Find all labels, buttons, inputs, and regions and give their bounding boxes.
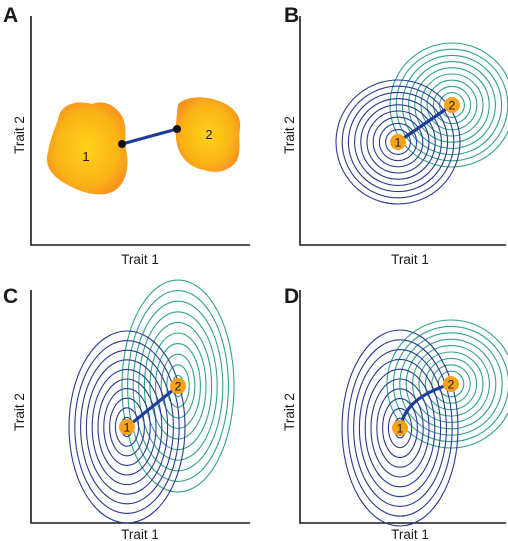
x-axis-label-a: Trait 1 bbox=[121, 252, 159, 267]
panel-letter-a: A bbox=[3, 4, 18, 27]
connector-a bbox=[120, 127, 179, 146]
optimum-2-contour-ring bbox=[127, 290, 229, 482]
optimum-1-contour-ring bbox=[387, 407, 413, 449]
optimum-1-contour-ring bbox=[335, 79, 461, 205]
optimum-1-contour-ring bbox=[341, 329, 459, 527]
contours-b bbox=[335, 42, 508, 205]
optimum-2-contour-ring bbox=[132, 300, 224, 472]
contours-c bbox=[68, 279, 235, 524]
point-1-d bbox=[392, 420, 408, 436]
blob-label-1: 1 bbox=[82, 149, 89, 164]
panel-d: D Trait 1 Trait 2 1 2 bbox=[282, 285, 508, 541]
optimum-2-contour-ring bbox=[121, 279, 235, 493]
point-label-2-b: 2 bbox=[449, 99, 456, 113]
connector-c bbox=[125, 384, 180, 429]
optimum-1-contour-ring bbox=[341, 85, 455, 199]
optimum-1-contour-ring bbox=[372, 116, 424, 168]
point-2-b bbox=[444, 97, 460, 113]
optimum-2-contour-ring bbox=[432, 85, 472, 125]
y-axis-label-c: Trait 2 bbox=[12, 393, 27, 431]
optimum-2-contour-ring bbox=[392, 325, 508, 443]
x-axis-label-c: Trait 1 bbox=[121, 527, 159, 541]
point-label-1-b: 1 bbox=[395, 136, 402, 150]
optimum-1-contour-ring bbox=[364, 368, 436, 488]
optimum-1-contour-ring bbox=[85, 359, 169, 495]
panel-a: A Trait 1 Trait 2 1 2 bbox=[3, 4, 250, 267]
axes-b bbox=[299, 16, 506, 246]
point-2-d bbox=[443, 376, 459, 392]
optimum-1-contour-ring bbox=[360, 104, 436, 180]
endpoint-1 bbox=[118, 140, 126, 148]
optimum-2-contour-ring bbox=[149, 332, 207, 440]
blob-1 bbox=[46, 102, 128, 195]
panel-b: B Trait 1 Trait 2 1 2 bbox=[282, 4, 508, 267]
panel-letter-c: C bbox=[3, 285, 18, 308]
optimum-1-contour-ring bbox=[347, 91, 449, 193]
point-1-b bbox=[390, 134, 406, 150]
optimum-2-contour-ring bbox=[138, 311, 218, 461]
optimum-1-contour-ring bbox=[91, 368, 163, 486]
optimum-1-contour-ring bbox=[376, 388, 424, 468]
point-2-c bbox=[170, 378, 186, 394]
optimum-2-contour-ring bbox=[160, 353, 196, 419]
y-axis-label-a: Trait 2 bbox=[12, 116, 27, 154]
optimum-1-contour-ring bbox=[354, 98, 442, 186]
optimum-1-contour-ring bbox=[68, 330, 186, 524]
optimum-1-contour-ring bbox=[109, 397, 145, 457]
contours-d bbox=[341, 319, 508, 527]
point-label-1-c: 1 bbox=[124, 421, 131, 435]
blob-label-2: 2 bbox=[205, 127, 212, 142]
optimum-1-contour-ring bbox=[366, 110, 430, 174]
optimum-1-contour-ring bbox=[97, 378, 157, 476]
point-label-1-d: 1 bbox=[397, 422, 404, 436]
connector-b bbox=[396, 103, 454, 144]
point-label-2-d: 2 bbox=[448, 378, 455, 392]
optimum-1-contour-ring bbox=[378, 122, 418, 162]
panel-letter-b: B bbox=[284, 4, 299, 27]
blob-2 bbox=[175, 97, 241, 172]
optimum-1-contour-ring bbox=[370, 378, 430, 478]
endpoint-2 bbox=[173, 125, 181, 133]
axes-a bbox=[30, 16, 250, 246]
optimum-2-contour-ring bbox=[389, 42, 508, 168]
point-label-2-c: 2 bbox=[175, 380, 182, 394]
axes-d bbox=[299, 290, 506, 524]
y-axis-label-b: Trait 2 bbox=[282, 116, 297, 154]
optimum-1-contour-ring bbox=[114, 407, 140, 447]
x-axis-label-d: Trait 1 bbox=[391, 527, 429, 541]
optimum-2-contour-ring bbox=[399, 332, 503, 436]
optimum-1-contour-ring bbox=[80, 349, 174, 505]
x-axis-label-b: Trait 1 bbox=[391, 252, 429, 267]
optimum-2-contour-ring bbox=[155, 343, 201, 429]
y-axis-label-d: Trait 2 bbox=[282, 393, 297, 431]
optimum-1-contour-ring bbox=[385, 129, 411, 155]
optimum-1-contour-ring bbox=[353, 349, 447, 507]
optimum-1-contour-ring bbox=[74, 340, 180, 514]
optimum-2-contour-ring bbox=[414, 67, 490, 143]
panel-letter-d: D bbox=[284, 285, 299, 308]
optimum-1-contour-ring bbox=[382, 398, 418, 458]
optimum-1-contour-ring bbox=[358, 358, 442, 498]
optimum-2-contour-ring bbox=[408, 61, 496, 149]
panel-c: C Trait 1 Trait 2 1 2 bbox=[3, 279, 250, 541]
optimum-1-contour-ring bbox=[347, 339, 453, 517]
optimum-2-contour-ring bbox=[426, 79, 478, 131]
optimum-1-contour-ring bbox=[103, 388, 151, 466]
axes-c bbox=[30, 290, 250, 524]
optimum-2-contour-ring bbox=[405, 338, 497, 430]
optimum-2-contour-ring bbox=[431, 364, 471, 404]
optimum-2-contour-ring bbox=[418, 351, 484, 417]
point-1-c bbox=[119, 419, 135, 435]
